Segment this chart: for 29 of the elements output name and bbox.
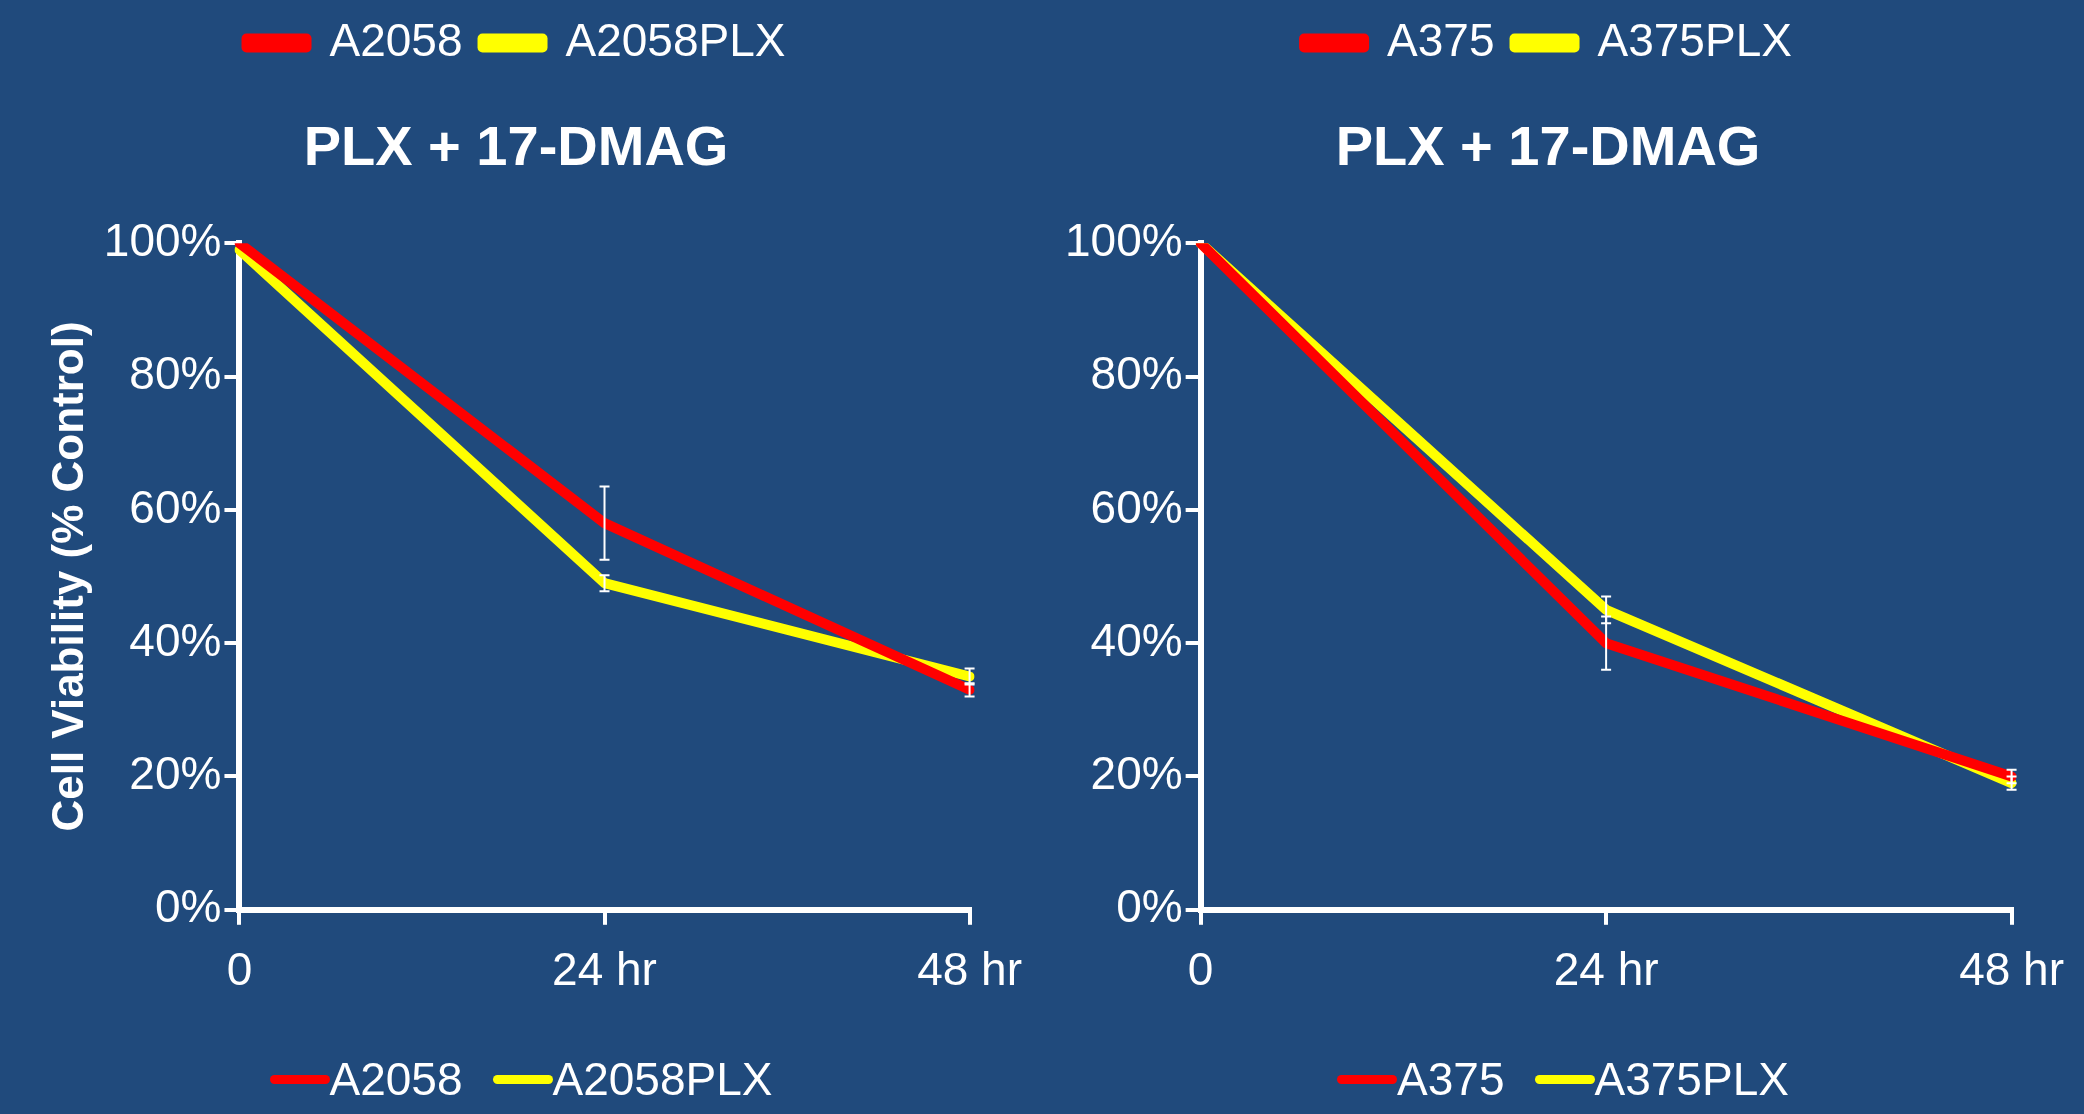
text: A2058PLX xyxy=(552,1053,773,1105)
y-tick-label: 20% xyxy=(1090,747,1183,800)
legend-label: A2058 xyxy=(329,13,463,66)
chart-title: PLX + 17-DMAG xyxy=(303,114,729,178)
y-tick-label: 100% xyxy=(1064,213,1183,266)
y-tick-label: 60% xyxy=(129,480,222,533)
x-tick-label: 48 hr xyxy=(1959,943,2065,996)
y-tick-label: 0% xyxy=(154,880,222,933)
legend-label: A375PLX xyxy=(1597,13,1792,66)
y-tick-label: 40% xyxy=(129,613,222,666)
x-tick-label: 0 xyxy=(1187,943,1214,996)
legend-label: A375 xyxy=(1387,13,1495,66)
legend-label: A2058PLX xyxy=(565,13,786,66)
chart-title: PLX + 17-DMAG xyxy=(1335,114,1761,178)
y-tick-label: 80% xyxy=(129,347,222,400)
y-tick-label: 40% xyxy=(1090,613,1183,666)
y-tick-label: 80% xyxy=(1090,347,1183,400)
text: A2058 xyxy=(329,1053,463,1105)
x-tick-label: 0 xyxy=(226,943,253,996)
text: A375PLX xyxy=(1594,1053,1789,1105)
text: A375 xyxy=(1397,1053,1505,1105)
y-tick-label: 0% xyxy=(1116,880,1183,933)
y-tick-label: 20% xyxy=(129,747,222,800)
x-tick-label: 24 hr xyxy=(552,943,657,996)
y-axis-title: Cell Viability (% Control) xyxy=(42,321,92,832)
y-tick-label: 100% xyxy=(103,213,222,266)
y-tick-label: 60% xyxy=(1090,480,1183,533)
x-tick-label: 48 hr xyxy=(917,943,1023,996)
x-tick-label: 24 hr xyxy=(1553,943,1659,996)
